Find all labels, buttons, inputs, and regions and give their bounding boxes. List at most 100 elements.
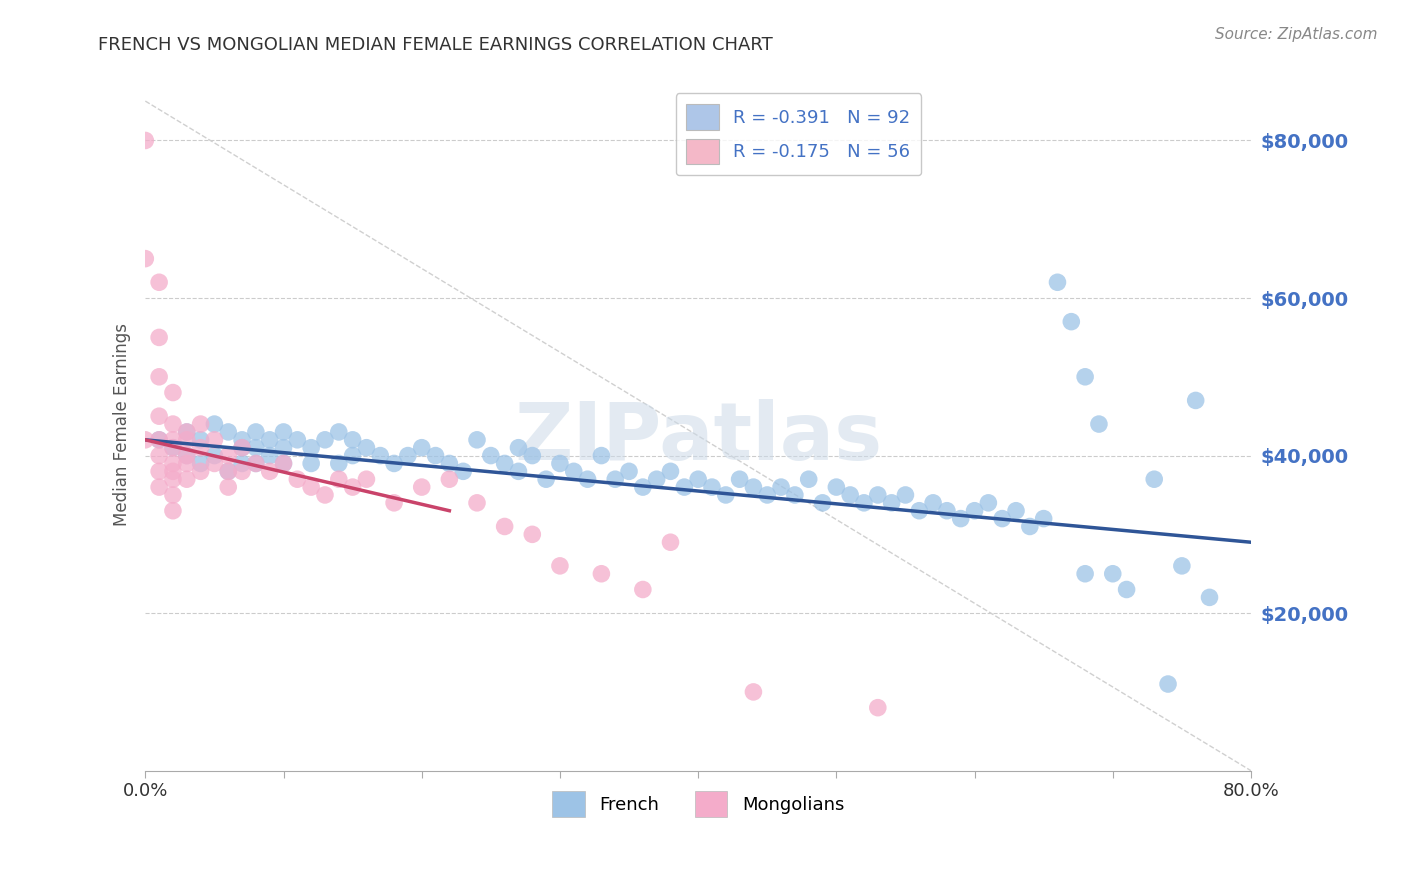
Point [162,504,184,518]
Point [342,449,364,463]
Point [299,441,322,455]
Point [231,433,253,447]
Point [245,457,267,471]
Point [866,700,889,714]
Point [162,488,184,502]
Point [1005,504,1028,518]
Point [314,433,336,447]
Point [783,488,806,502]
Point [217,449,239,463]
Point [908,504,931,518]
Point [190,433,212,447]
Point [245,441,267,455]
Point [411,480,433,494]
Point [176,457,198,471]
Point [190,441,212,455]
Point [162,464,184,478]
Point [299,457,322,471]
Point [894,488,917,502]
Point [273,457,295,471]
Point [439,472,461,486]
Text: Source: ZipAtlas.com: Source: ZipAtlas.com [1215,27,1378,42]
Point [162,417,184,431]
Point [231,441,253,455]
Point [162,457,184,471]
Point [202,457,225,471]
Point [756,488,779,502]
Point [285,472,308,486]
Point [148,369,170,384]
Point [1115,582,1137,597]
Point [342,480,364,494]
Point [631,480,654,494]
Point [465,496,488,510]
Point [1184,393,1206,408]
Point [148,464,170,478]
Point [190,457,212,471]
Point [148,275,170,289]
Point [880,496,903,510]
Point [494,457,516,471]
Point [299,480,322,494]
Point [494,519,516,533]
Point [562,464,585,478]
Point [922,496,945,510]
Point [439,457,461,471]
Point [522,449,544,463]
Point [148,409,170,424]
Point [217,425,239,439]
Point [176,472,198,486]
Point [1198,591,1220,605]
Point [411,441,433,455]
Point [356,472,378,486]
Point [162,385,184,400]
Point [134,133,156,147]
Point [548,457,571,471]
Point [479,449,502,463]
Point [949,511,972,525]
Point [259,433,281,447]
Point [217,480,239,494]
Point [1060,315,1083,329]
Point [839,488,862,502]
Point [231,457,253,471]
Point [342,433,364,447]
Point [1171,558,1194,573]
Point [991,511,1014,525]
Point [231,441,253,455]
Legend: French, Mongolians: French, Mongolians [544,784,852,824]
Point [190,417,212,431]
Point [605,472,627,486]
Point [866,488,889,502]
Point [1074,566,1097,581]
Point [673,480,696,494]
Point [659,535,682,549]
Point [202,433,225,447]
Point [148,433,170,447]
Point [217,464,239,478]
Point [273,457,295,471]
Point [134,433,156,447]
Point [273,441,295,455]
Point [1088,417,1111,431]
Point [963,504,986,518]
Point [522,527,544,541]
Point [1074,369,1097,384]
Point [162,441,184,455]
Point [190,464,212,478]
Point [176,433,198,447]
Point [273,425,295,439]
Point [396,449,419,463]
Point [1101,566,1123,581]
Point [1018,519,1040,533]
Point [356,441,378,455]
Y-axis label: Median Female Earnings: Median Female Earnings [114,323,131,525]
Point [508,464,530,478]
Point [591,566,613,581]
Point [659,464,682,478]
Point [176,425,198,439]
Point [328,472,350,486]
Point [742,685,765,699]
Point [259,464,281,478]
Point [328,425,350,439]
